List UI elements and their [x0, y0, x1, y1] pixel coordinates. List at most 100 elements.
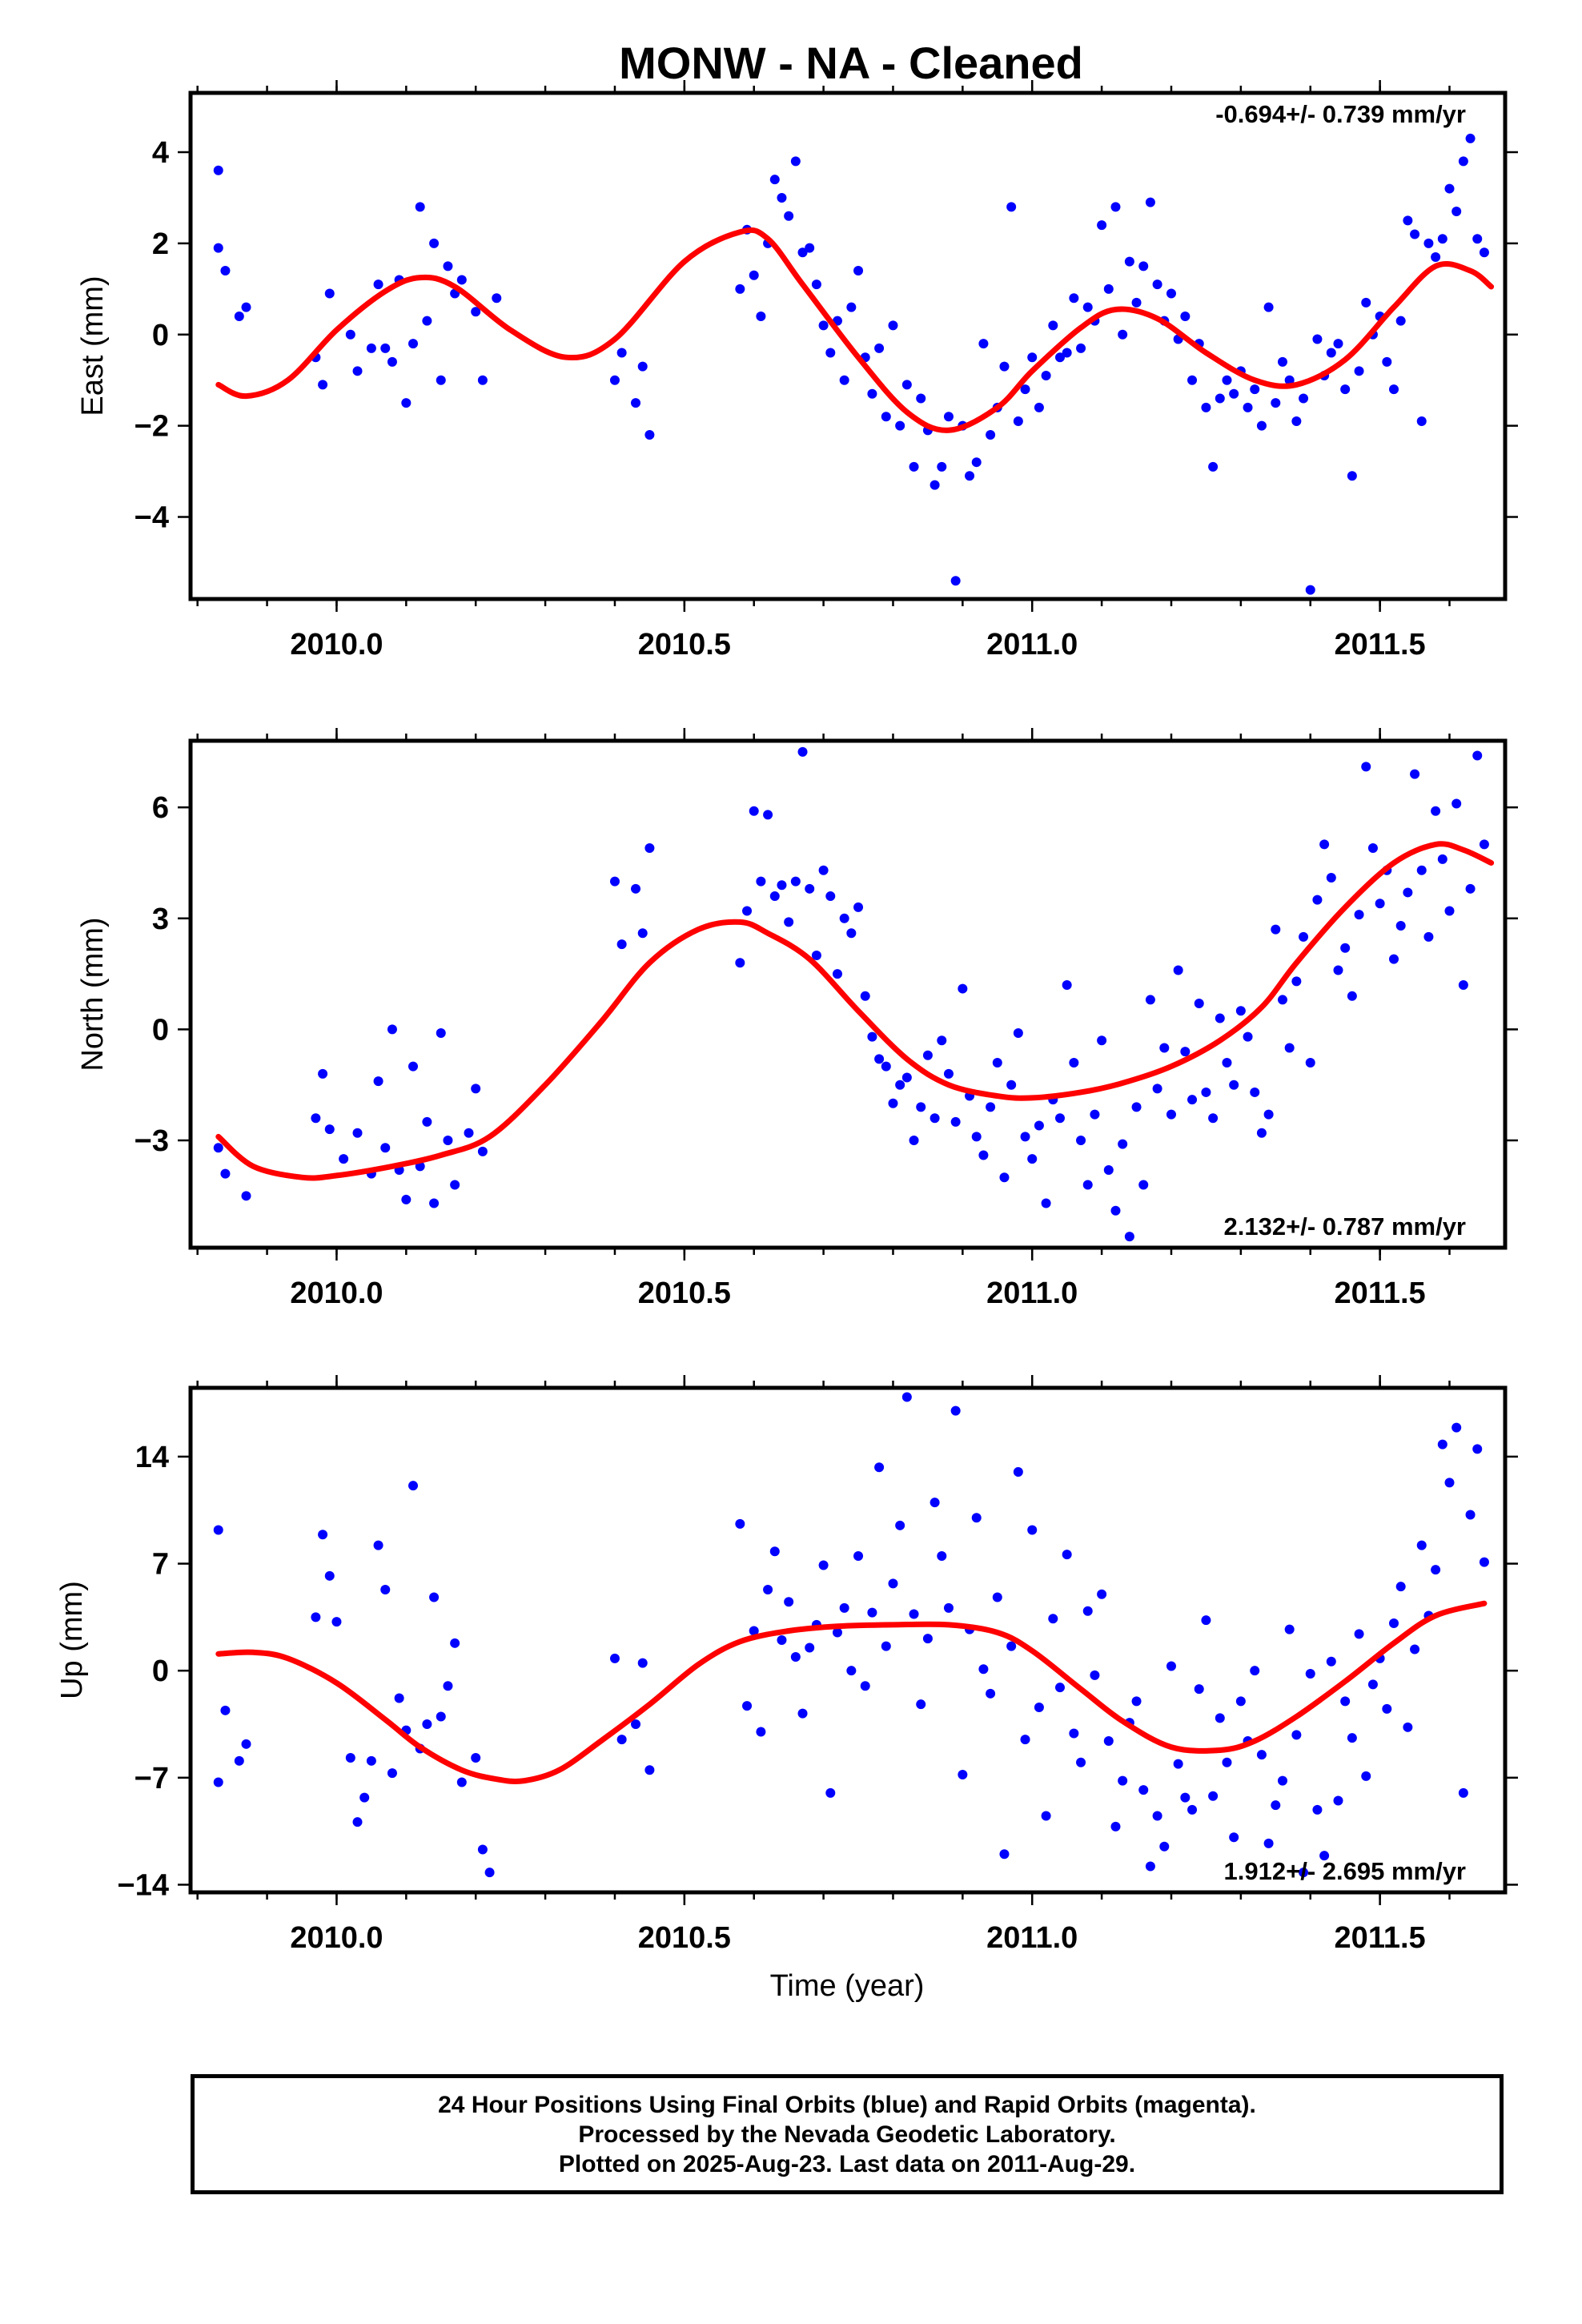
up-data-point [1361, 1771, 1371, 1781]
north-data-point [818, 865, 829, 875]
east-data-point [1388, 384, 1399, 395]
east-data-point [1243, 402, 1253, 412]
up-data-point [394, 1693, 404, 1703]
up-data-point [777, 1635, 787, 1645]
east-data-point [965, 471, 975, 481]
up-data-point [1367, 1679, 1378, 1690]
north-data-point [916, 1102, 926, 1112]
north-data-point [373, 1076, 383, 1087]
up-data-point [1472, 1444, 1483, 1454]
east-data-point [1124, 256, 1134, 267]
north-data-point [213, 1143, 223, 1153]
north-data-point [324, 1124, 335, 1135]
north-data-point [930, 1113, 940, 1124]
up-data-point [345, 1753, 355, 1763]
north-x-tick-label: 2011.0 [986, 1277, 1078, 1310]
up-data-point [1222, 1757, 1232, 1767]
east-fit-curve [215, 227, 1495, 433]
north-data-point [1222, 1057, 1232, 1068]
up-rate-label: 1.912+/- 2.695 mm/yr [1224, 1857, 1466, 1885]
east-data-point [930, 480, 940, 490]
north-data-point [777, 880, 787, 891]
east-data-point [401, 398, 412, 408]
east-data-point [784, 211, 794, 221]
up-data-point [1271, 1800, 1281, 1811]
up-data-point [1410, 1644, 1420, 1655]
up-data-point [1180, 1792, 1191, 1803]
east-data-point [818, 320, 829, 331]
north-data-point [1013, 1028, 1023, 1039]
east-data-point [881, 412, 891, 422]
north-data-point [1479, 839, 1489, 850]
up-data-point [220, 1705, 231, 1715]
north-data-point [241, 1191, 251, 1201]
east-data-point [1305, 585, 1315, 595]
up-data-point [241, 1739, 251, 1749]
east-data-point [1347, 471, 1357, 481]
up-x-tick-label: 2010.5 [638, 1921, 731, 1955]
east-plot-area [213, 133, 1495, 595]
north-data-point [220, 1168, 231, 1179]
x-axis-label: Time (year) [770, 1969, 925, 2003]
east-data-point [213, 243, 223, 253]
north-data-point [1082, 1180, 1093, 1190]
up-y-tick-label: 7 [152, 1548, 169, 1582]
north-data-point [860, 991, 870, 1001]
east-data-point [637, 361, 648, 372]
north-data-point [1312, 895, 1323, 905]
up-data-point [422, 1719, 432, 1729]
east-x-tick-label: 2010.5 [638, 628, 731, 661]
north-data-point [1284, 1043, 1295, 1053]
north-data-point [797, 746, 808, 757]
north-y-tick-label: 0 [152, 1013, 169, 1047]
north-data-point [1187, 1095, 1198, 1105]
north-data-point [909, 1136, 919, 1146]
north-data-point [1131, 1102, 1142, 1112]
up-panel: 2010.0 2010.5 2011.0 2011.5 14 7 0 −7 −14 Up (mm)… [55, 1375, 1518, 1955]
north-x-tick-label: 2010.5 [638, 1277, 731, 1310]
north-data-point [874, 1054, 885, 1064]
east-data-point [846, 302, 857, 312]
up-data-point [790, 1652, 801, 1662]
east-data-point [811, 279, 821, 290]
north-data-point [811, 950, 821, 960]
up-data-point [1152, 1811, 1162, 1821]
east-data-point [380, 343, 391, 353]
north-data-point [1215, 1013, 1225, 1023]
up-data-point [943, 1602, 954, 1613]
north-data-point [644, 842, 655, 853]
east-data-point [1222, 375, 1232, 385]
north-data-point [1006, 1080, 1017, 1090]
up-data-point [986, 1688, 996, 1699]
east-data-point [1076, 343, 1086, 353]
up-data-point [1277, 1775, 1287, 1786]
up-plot-frame [188, 1385, 1508, 1895]
up-data-point [860, 1681, 870, 1691]
north-data-point [429, 1198, 440, 1208]
up-data-point [1382, 1703, 1392, 1714]
up-data-point [839, 1602, 849, 1613]
north-data-point [408, 1061, 419, 1072]
east-data-point [777, 192, 787, 203]
up-data-point [234, 1755, 244, 1766]
north-data-point [735, 958, 745, 968]
up-data-point [1054, 1683, 1065, 1693]
up-data-point [1131, 1696, 1142, 1707]
east-data-point [1131, 297, 1142, 308]
north-data-point [311, 1113, 321, 1124]
east-data-point [797, 247, 808, 258]
up-data-point [352, 1817, 363, 1827]
north-data-point [1305, 1057, 1315, 1068]
north-data-point [1299, 931, 1309, 942]
up-data-point [644, 1765, 655, 1775]
up-data-point [1110, 1821, 1121, 1831]
north-data-point [839, 913, 849, 923]
north-data-point [1340, 943, 1351, 953]
east-y-tick-label: −2 [135, 410, 169, 444]
up-data-point [1431, 1565, 1441, 1575]
north-data-point [1054, 1113, 1065, 1124]
east-data-point [1291, 416, 1302, 426]
north-data-point [1333, 965, 1343, 975]
up-data-point [853, 1551, 864, 1561]
up-data-point [958, 1770, 968, 1779]
